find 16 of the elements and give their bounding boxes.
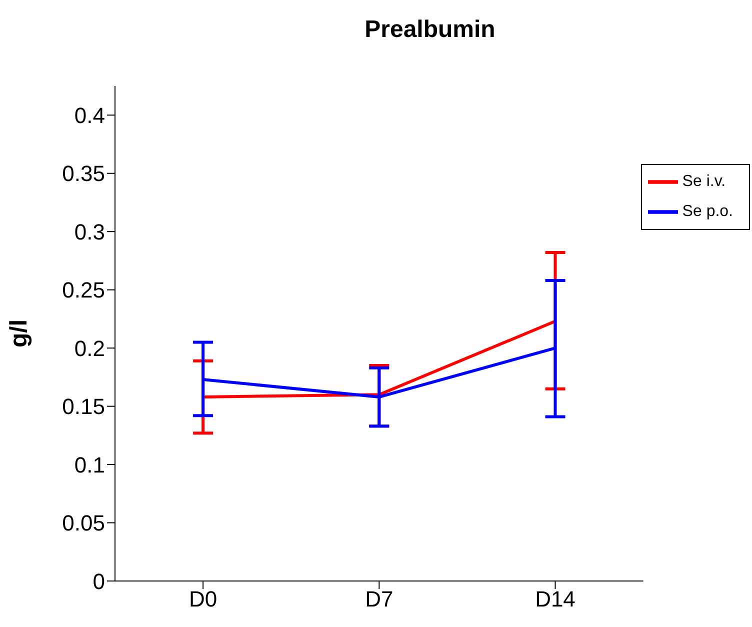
y-axis-title: g/l <box>6 320 33 348</box>
y-tick-label: 0.25 <box>62 278 105 303</box>
y-tick-label: 0.05 <box>62 510 105 536</box>
y-tick-label: 0.4 <box>74 102 105 128</box>
x-tick-label: D0 <box>188 586 218 612</box>
chart-title: Prealbumin <box>364 15 496 45</box>
y-tick-label: 0 <box>92 568 105 594</box>
y-tick-label: 0.2 <box>74 336 105 361</box>
legend-label: Se i.v. <box>682 173 726 190</box>
y-tick-label: 0.15 <box>62 394 105 420</box>
y-tick-label: 0.3 <box>74 219 105 244</box>
x-tick-label: D7 <box>365 586 394 612</box>
y-tick-label: 0.1 <box>74 452 105 478</box>
legend-label: Se p.o. <box>682 203 733 220</box>
x-tick-label: D14 <box>535 586 576 612</box>
y-tick-label: 0.35 <box>62 161 105 186</box>
